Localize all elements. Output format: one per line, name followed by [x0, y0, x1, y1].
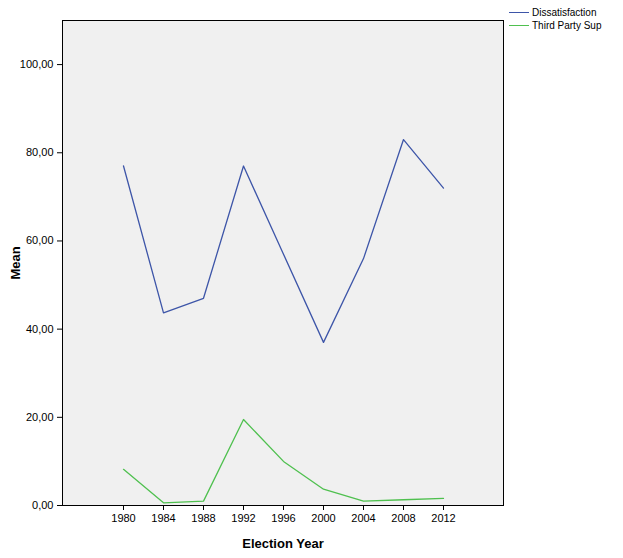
svg-text:0,00: 0,00	[32, 499, 53, 511]
svg-text:1992: 1992	[231, 512, 255, 524]
svg-text:1988: 1988	[191, 512, 215, 524]
svg-text:2004: 2004	[351, 512, 375, 524]
svg-text:Mean: Mean	[8, 246, 23, 279]
svg-text:1996: 1996	[271, 512, 295, 524]
svg-text:2000: 2000	[311, 512, 335, 524]
html-text:Dissatisfaction: Dissatisfaction	[532, 7, 597, 18]
svg-text:80,00: 80,00	[26, 146, 54, 158]
svg-text:2008: 2008	[391, 512, 415, 524]
html-text:Third Party Sup: Third Party Sup	[532, 20, 602, 31]
svg-text:40,00: 40,00	[26, 323, 54, 335]
svg-text:60,00: 60,00	[26, 234, 54, 246]
svg-text:1984: 1984	[151, 512, 175, 524]
svg-text:100,00: 100,00	[20, 58, 54, 70]
svg-text:20,00: 20,00	[26, 411, 54, 423]
svg-text:2012: 2012	[431, 512, 455, 524]
svg-text:Election Year: Election Year	[242, 536, 323, 551]
svg-text:1980: 1980	[111, 512, 135, 524]
